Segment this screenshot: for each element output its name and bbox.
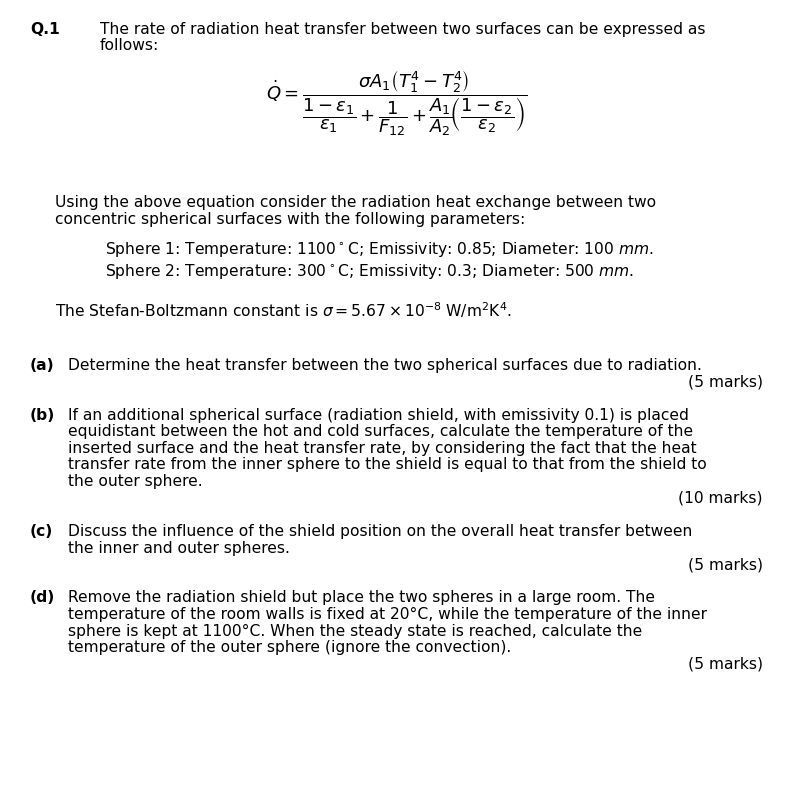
- Text: $\dot{Q} = \dfrac{\sigma A_1 \left(T_1^4 - T_2^4\right)}{\dfrac{1-\varepsilon_1}: $\dot{Q} = \dfrac{\sigma A_1 \left(T_1^4…: [266, 68, 528, 138]
- Text: (c): (c): [30, 523, 53, 539]
- Text: Using the above equation consider the radiation heat exchange between two: Using the above equation consider the ra…: [55, 195, 656, 210]
- Text: (b): (b): [30, 407, 56, 423]
- Text: the outer sphere.: the outer sphere.: [68, 474, 202, 488]
- Text: (5 marks): (5 marks): [688, 656, 763, 672]
- Text: (d): (d): [30, 590, 56, 605]
- Text: Q.1: Q.1: [30, 22, 60, 37]
- Text: If an additional spherical surface (radiation shield, with emissivity 0.1) is pl: If an additional spherical surface (radi…: [68, 407, 689, 423]
- Text: The Stefan-Boltzmann constant is $\sigma = 5.67\times10^{-8}$ W/m$^2$K$^4$.: The Stefan-Boltzmann constant is $\sigma…: [55, 299, 511, 320]
- Text: transfer rate from the inner sphere to the shield is equal to that from the shie: transfer rate from the inner sphere to t…: [68, 457, 707, 472]
- Text: (5 marks): (5 marks): [688, 375, 763, 389]
- Text: concentric spherical surfaces with the following parameters:: concentric spherical surfaces with the f…: [55, 212, 526, 227]
- Text: The rate of radiation heat transfer between two surfaces can be expressed as: The rate of radiation heat transfer betw…: [100, 22, 706, 37]
- Text: Sphere 1: Temperature: 1100$^\circ$C; Emissivity: 0.85; Diameter: 100 $\it{mm}$.: Sphere 1: Temperature: 1100$^\circ$C; Em…: [105, 240, 653, 259]
- Text: inserted surface and the heat transfer rate, by considering the fact that the he: inserted surface and the heat transfer r…: [68, 440, 696, 456]
- Text: Determine the heat transfer between the two spherical surfaces due to radiation.: Determine the heat transfer between the …: [68, 358, 702, 372]
- Text: sphere is kept at 1100°C. When the steady state is reached, calculate the: sphere is kept at 1100°C. When the stead…: [68, 623, 642, 637]
- Text: equidistant between the hot and cold surfaces, calculate the temperature of the: equidistant between the hot and cold sur…: [68, 424, 693, 439]
- Text: the inner and outer spheres.: the inner and outer spheres.: [68, 540, 290, 555]
- Text: temperature of the outer sphere (ignore the convection).: temperature of the outer sphere (ignore …: [68, 639, 511, 654]
- Text: (5 marks): (5 marks): [688, 557, 763, 572]
- Text: Remove the radiation shield but place the two spheres in a large room. The: Remove the radiation shield but place th…: [68, 590, 655, 605]
- Text: (a): (a): [30, 358, 55, 372]
- Text: temperature of the room walls is fixed at 20°C, while the temperature of the inn: temperature of the room walls is fixed a…: [68, 607, 707, 621]
- Text: (10 marks): (10 marks): [679, 491, 763, 505]
- Text: follows:: follows:: [100, 38, 160, 53]
- Text: Discuss the influence of the shield position on the overall heat transfer betwee: Discuss the influence of the shield posi…: [68, 523, 692, 539]
- Text: Sphere 2: Temperature: 300$^\circ$C; Emissivity: 0.3; Diameter: 500 $\it{mm}$.: Sphere 2: Temperature: 300$^\circ$C; Emi…: [105, 262, 634, 281]
